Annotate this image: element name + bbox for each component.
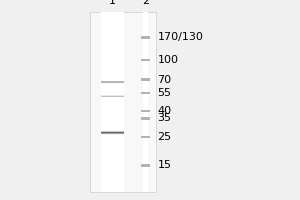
Bar	[90, 12, 156, 192]
Bar	[101, 132, 124, 133]
Text: 35: 35	[158, 113, 172, 123]
Bar	[141, 92, 150, 94]
Bar	[141, 117, 150, 120]
Bar	[141, 59, 150, 61]
Text: 25: 25	[158, 132, 172, 142]
Bar	[141, 110, 150, 112]
Text: 40: 40	[158, 106, 172, 116]
Bar	[101, 130, 124, 131]
Bar	[101, 134, 124, 135]
Text: 15: 15	[158, 160, 172, 170]
Bar	[101, 133, 124, 134]
Text: 55: 55	[158, 88, 172, 98]
Text: 70: 70	[158, 75, 172, 85]
Bar	[101, 131, 124, 132]
Bar	[141, 136, 150, 138]
Text: 100: 100	[158, 55, 178, 65]
Bar	[101, 12, 124, 192]
Text: 1: 1	[109, 0, 116, 6]
Text: 170/130: 170/130	[158, 32, 203, 42]
Bar	[141, 36, 150, 39]
Bar	[141, 164, 150, 167]
Bar	[141, 78, 150, 81]
Text: 2: 2	[142, 0, 149, 6]
Bar	[143, 12, 148, 192]
